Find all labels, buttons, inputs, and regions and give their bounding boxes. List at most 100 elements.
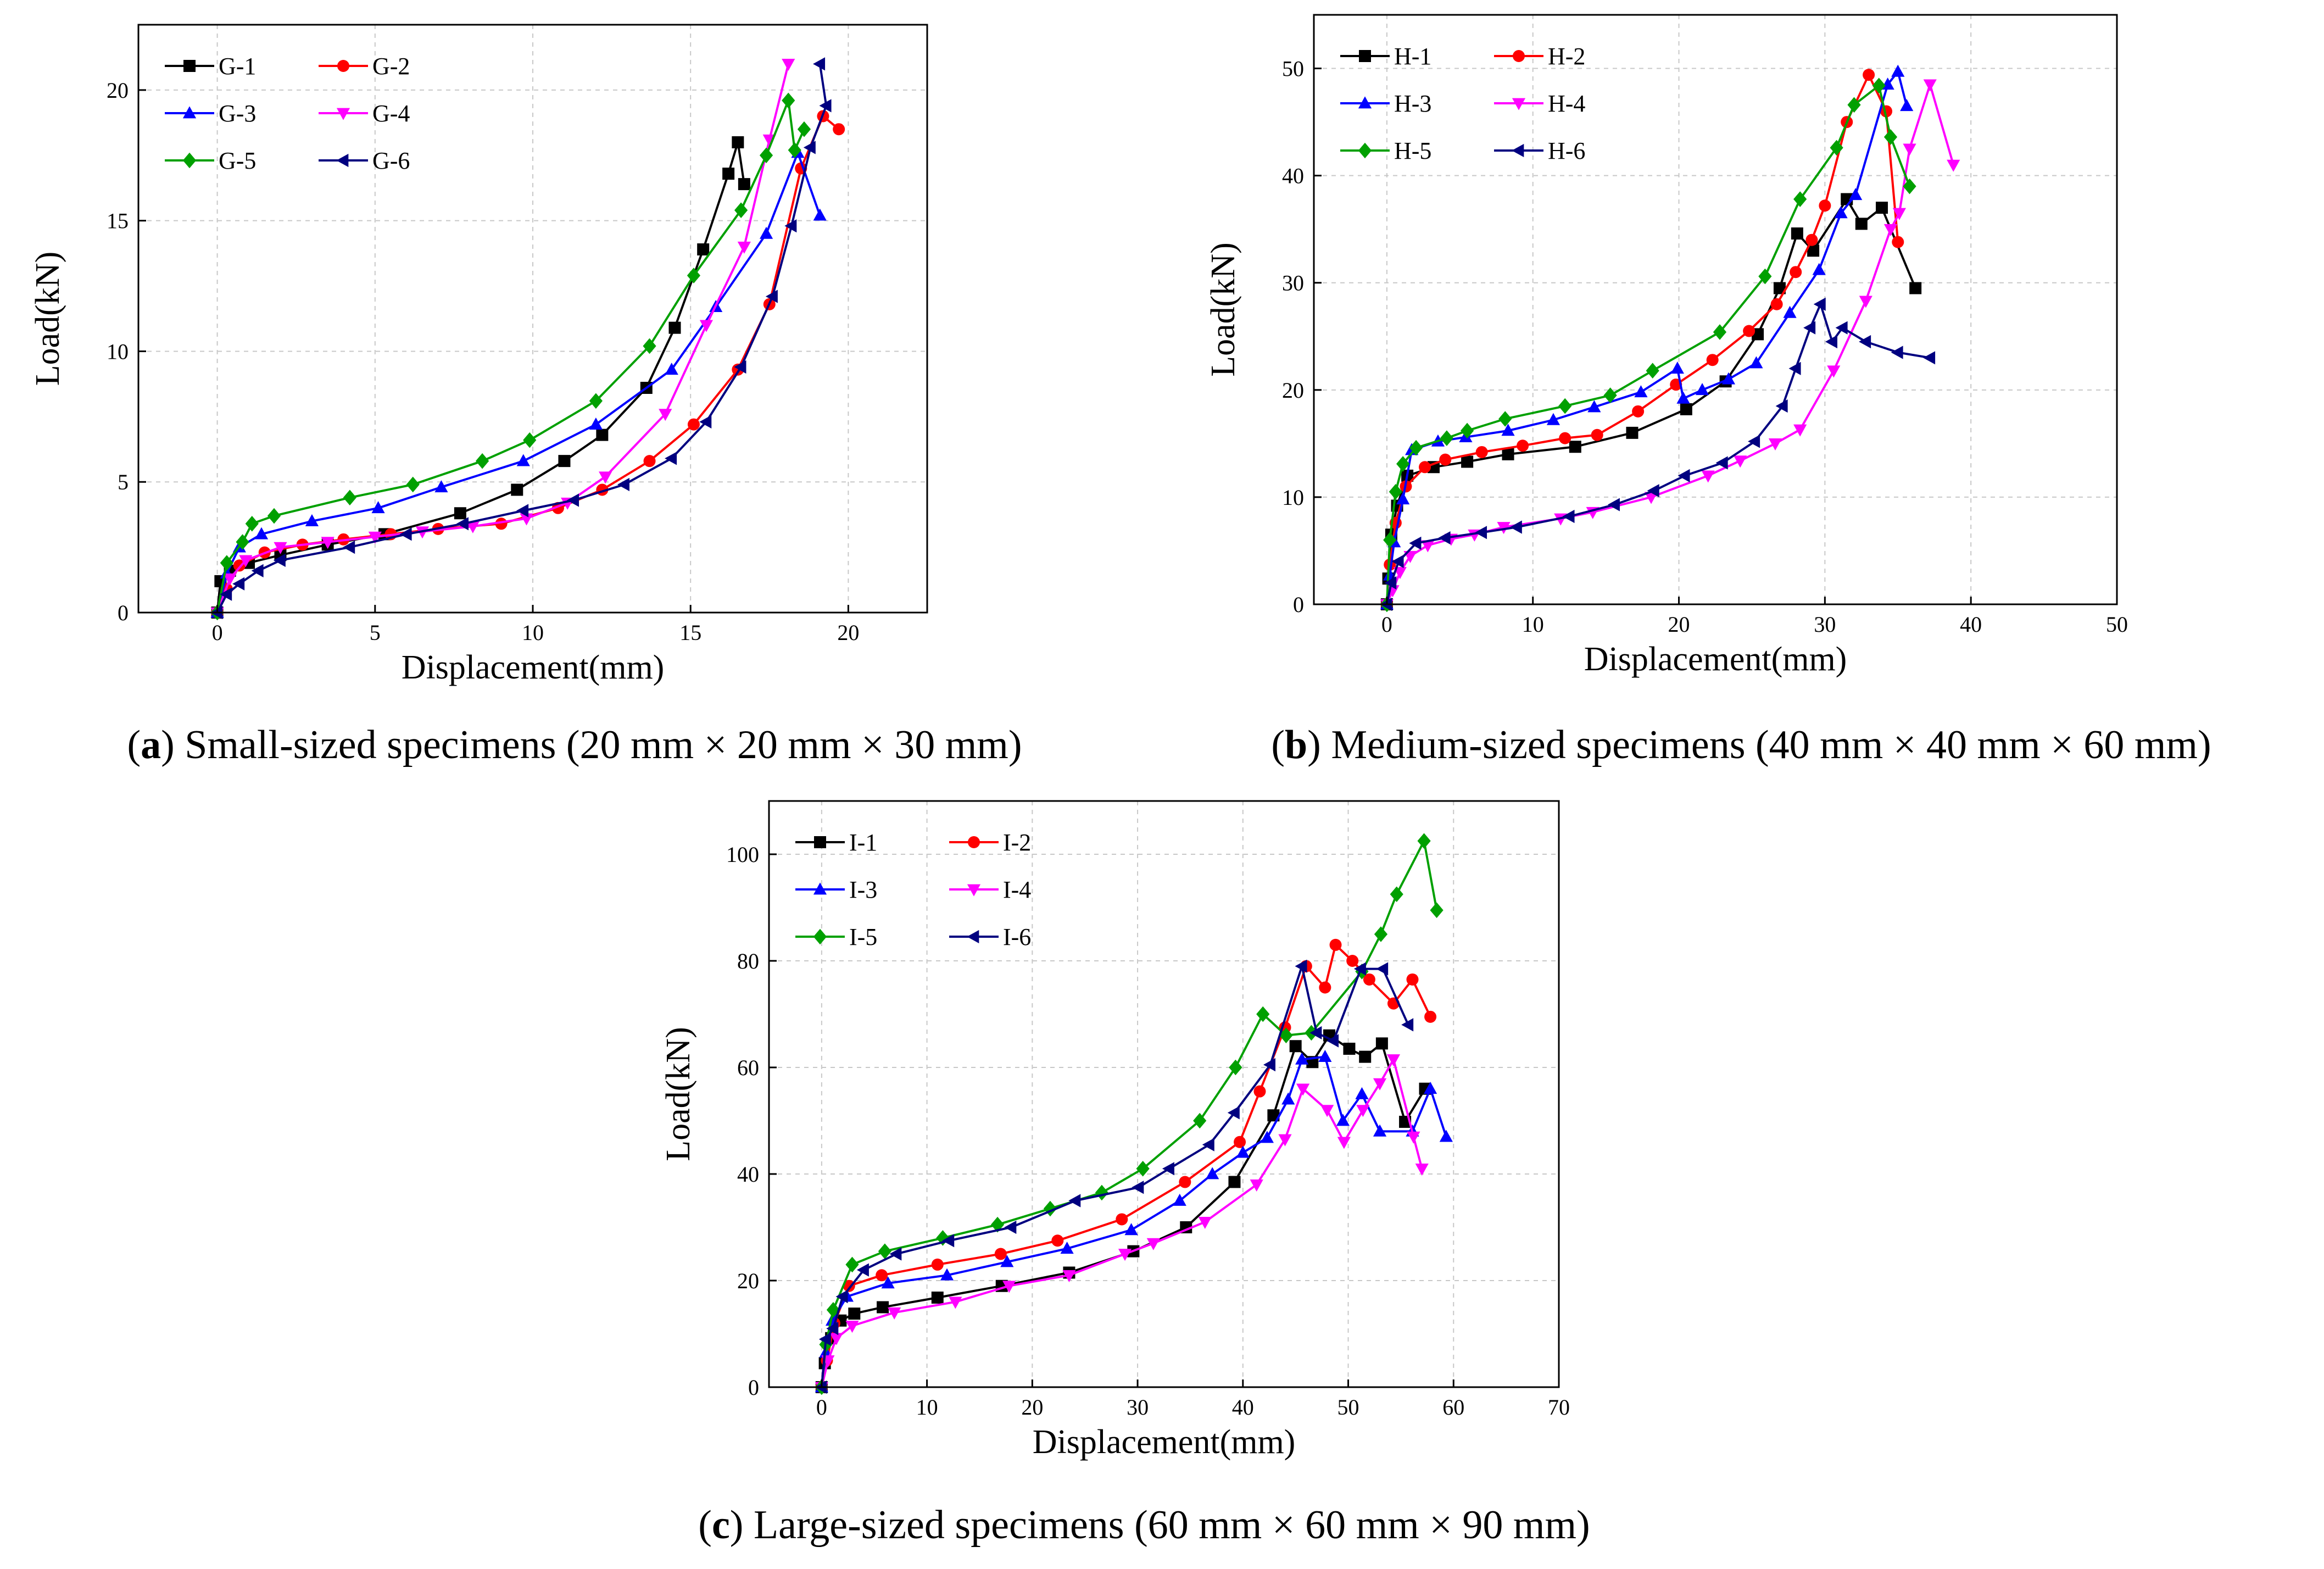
point-H-2-4	[1419, 461, 1431, 474]
point-I-3-16	[1336, 1114, 1350, 1126]
point-G-1-9	[558, 455, 571, 468]
chart-b-ytick-label-30: 30	[1282, 271, 1304, 296]
point-G-6-5	[343, 541, 355, 554]
point-I-5-17	[1390, 886, 1403, 903]
point-H-4-12	[1734, 455, 1747, 468]
series-line-H-3	[1385, 70, 1908, 605]
legend-marker-H-6	[1512, 143, 1524, 158]
chart-a-xtick-label-20: 20	[837, 620, 859, 645]
point-I-5-6	[990, 1216, 1005, 1233]
legend-label-H-4: H-4	[1548, 90, 1585, 117]
point-G-6-14	[765, 290, 778, 303]
chart-c-ytick-label-40: 40	[737, 1162, 759, 1187]
point-I-3-17	[1355, 1087, 1369, 1099]
point-H-6-8	[1607, 498, 1620, 511]
point-H-2-5	[1439, 453, 1452, 466]
point-I-2-7	[1051, 1234, 1064, 1247]
point-I-4-8	[1118, 1249, 1132, 1261]
point-H-1-15	[1807, 244, 1820, 257]
chart-c-ylabel: Load(kN)	[660, 1027, 697, 1161]
point-I-2-16	[1346, 955, 1359, 967]
point-G-6-17	[819, 99, 832, 113]
point-I-4-2	[829, 1333, 843, 1345]
chart-a-ytick-label-10: 10	[107, 339, 129, 364]
point-I-4-17	[1373, 1078, 1387, 1090]
point-G-5-12	[734, 202, 748, 218]
point-I-6-2	[826, 1322, 839, 1336]
chart-b-legend: H-1 H-2 H-3 H-4 H-5 H-6	[1340, 43, 1585, 164]
point-H-6-2	[1391, 554, 1404, 569]
point-I-3-21	[1439, 1130, 1453, 1142]
point-G-3-5	[371, 501, 385, 514]
chart-c-ytick-label-80: 80	[737, 949, 759, 973]
caption-a-text: Small-sized specimens (20 mm × 20 mm × 3…	[175, 722, 1022, 767]
point-G-6-13	[734, 360, 746, 374]
point-H-6-10	[1677, 469, 1690, 482]
point-I-6-16	[1327, 1034, 1339, 1048]
point-H-5-12	[1758, 268, 1772, 285]
chart-a-ytick-label-5: 5	[118, 470, 129, 494]
point-G-4-13	[737, 241, 751, 254]
point-I-6-11	[1202, 1138, 1214, 1151]
point-H-6-1	[1384, 576, 1397, 590]
point-H-4-15	[1827, 365, 1841, 378]
point-I-4-12	[1278, 1134, 1292, 1147]
point-H-4-14	[1793, 424, 1807, 437]
point-G-6-3	[251, 564, 264, 578]
point-H-1-8	[1569, 441, 1581, 453]
legend-label-I-5: I-5	[849, 923, 877, 950]
chart-a-grid	[138, 25, 927, 613]
point-H-1-7	[1502, 448, 1514, 460]
chart-b-grid	[1314, 15, 2117, 604]
point-G-5-2	[236, 534, 249, 550]
legend-label-H-6: H-6	[1548, 137, 1585, 164]
point-H-3-8	[1546, 413, 1561, 425]
legend-label-G-4: G-4	[372, 100, 410, 127]
point-G-3-13	[813, 208, 827, 221]
point-H-2-10	[1632, 405, 1645, 418]
point-G-4-10	[599, 471, 612, 484]
caption-c-letter: c	[712, 1503, 730, 1548]
chart-b-frame	[1313, 14, 2118, 605]
point-G-5-4	[267, 508, 281, 524]
point-H-6-19	[1859, 335, 1871, 349]
point-H-4-10	[1644, 492, 1658, 504]
caption-a-letter: a	[141, 722, 161, 767]
chart-b-ytick-label-0: 0	[1293, 592, 1304, 617]
point-H-6-7	[1562, 509, 1575, 524]
point-G-6-16	[803, 141, 816, 154]
point-G-3-6	[434, 480, 448, 493]
point-I-1-11	[1228, 1176, 1241, 1188]
legend-label-G-6: G-6	[372, 147, 410, 174]
chart-c-xtick-label-40: 40	[1232, 1395, 1254, 1420]
point-I-4-16	[1356, 1105, 1370, 1117]
point-G-4-3	[274, 542, 287, 554]
point-G-5-8	[523, 432, 537, 448]
point-I-2-8	[1116, 1213, 1128, 1226]
legend-label-I-3: I-3	[849, 876, 877, 903]
point-I-4-6	[1002, 1281, 1016, 1293]
point-H-6-13	[1775, 399, 1788, 413]
point-G-5-3	[245, 516, 259, 532]
point-I-3-7	[1060, 1242, 1074, 1254]
point-G-6-6	[399, 527, 412, 541]
chart-a-xtick-label-0: 0	[212, 620, 223, 645]
point-H-4-19	[1903, 143, 1916, 156]
point-H-3-9	[1587, 400, 1601, 413]
point-H-3-13	[1695, 383, 1709, 396]
legend-label-H-2: H-2	[1548, 43, 1585, 70]
chart-c-ytick-label-60: 60	[737, 1055, 759, 1080]
chart-a-series	[210, 57, 845, 621]
point-H-3-7	[1501, 424, 1515, 436]
chart-a-xtick-label-10: 10	[522, 620, 544, 645]
caption-b-text: Medium-sized specimens (40 mm × 40 mm × …	[1321, 722, 2211, 767]
point-I-3-10	[1206, 1167, 1219, 1179]
series-line-H-4	[1386, 83, 1955, 605]
point-H-2-15	[1790, 266, 1802, 279]
point-G-6-9	[567, 493, 579, 507]
point-H-6-5	[1475, 526, 1487, 539]
point-I-6-15	[1309, 1026, 1322, 1040]
legend-label-I-4: I-4	[1003, 876, 1031, 903]
point-I-2-20	[1424, 1010, 1437, 1023]
point-G-6-18	[813, 57, 826, 71]
